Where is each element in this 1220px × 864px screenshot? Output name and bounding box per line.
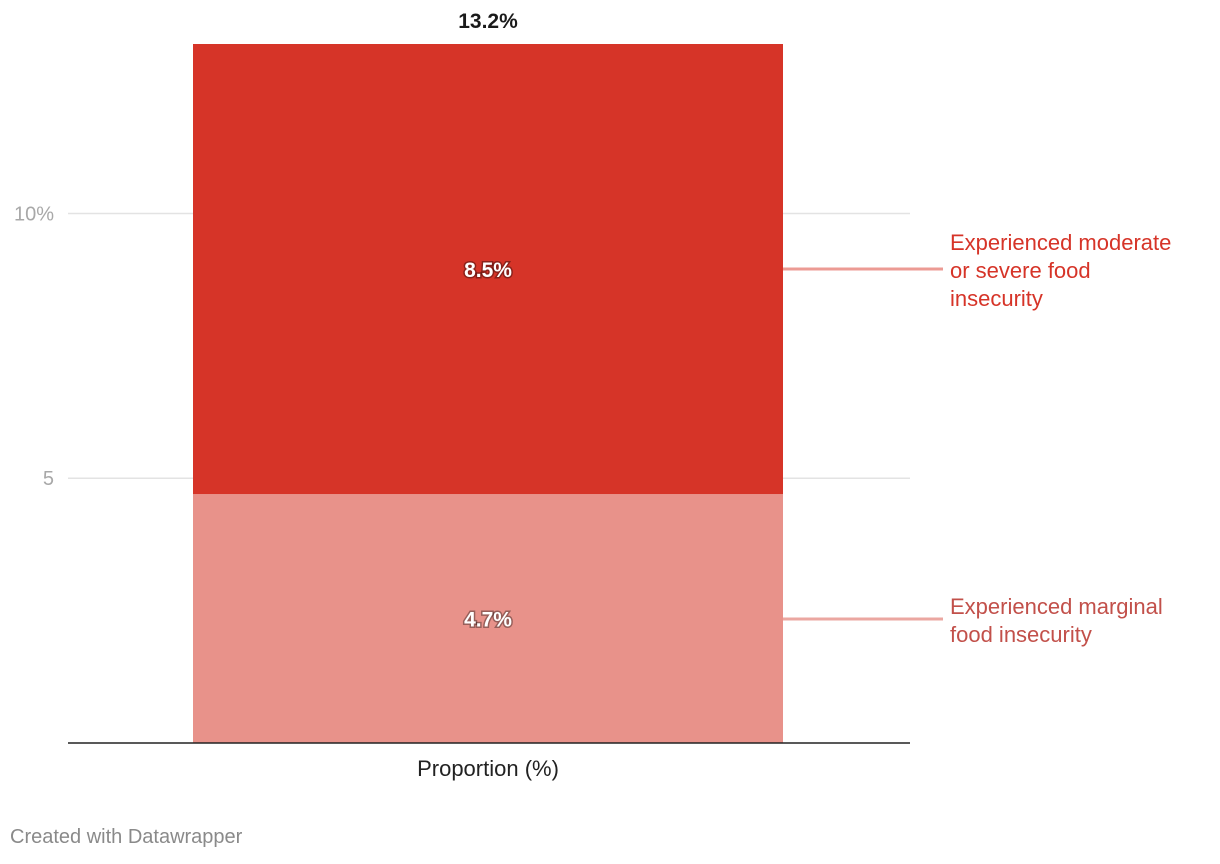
y-tick-label-0: 5 [43, 468, 54, 490]
data-label-segment-0: 4.7% [464, 609, 512, 632]
legend: Experienced marginal food insecurity Exper… [783, 230, 1171, 647]
x-category-label: Proportion (%) [417, 756, 559, 781]
bars [68, 44, 910, 744]
bar-segment-1 [193, 44, 783, 495]
legend-label-0: Experienced marginal food insecurity [950, 594, 1163, 647]
y-tick-label-1: 10% [14, 203, 54, 225]
labels: 4.7% 8.5% 13.2% Proportion (%) [417, 10, 559, 781]
credit-text: Created with Datawrapper [10, 826, 243, 848]
data-label-segment-1: 8.5% [464, 259, 512, 282]
legend-label-1: Experienced moderate or severe food insecu… [950, 230, 1171, 311]
bar-segment-0 [193, 494, 783, 743]
total-label: 13.2% [458, 10, 518, 33]
